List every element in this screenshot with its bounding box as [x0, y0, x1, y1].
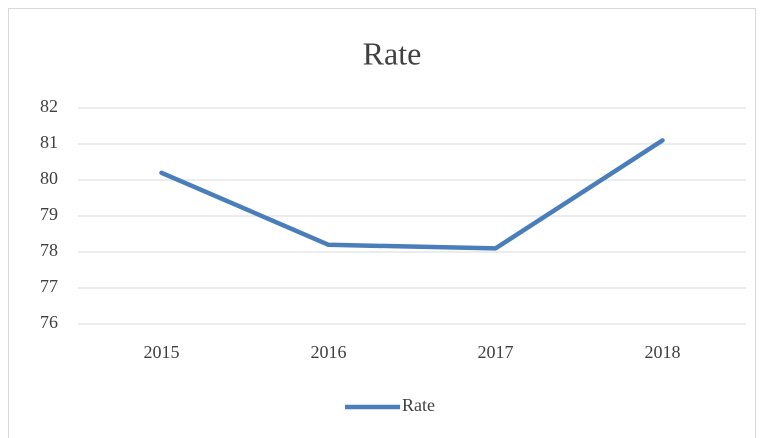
- y-tick-label: 77: [40, 276, 58, 296]
- y-tick-label: 76: [40, 312, 58, 332]
- legend-label: Rate: [402, 395, 435, 415]
- x-tick-label: 2016: [311, 342, 347, 362]
- y-tick-label: 80: [40, 168, 58, 188]
- x-tick-label: 2017: [478, 342, 514, 362]
- x-tick-label: 2015: [144, 342, 180, 362]
- y-tick-label: 78: [40, 240, 58, 260]
- y-tick-label: 81: [40, 132, 58, 152]
- chart-title: Rate: [363, 35, 422, 71]
- chart-border: [8, 8, 756, 438]
- line: [159, 138, 665, 251]
- y-tick-label: 79: [40, 204, 58, 224]
- y-tick-label: 82: [40, 96, 58, 116]
- x-tick-label: 2018: [645, 342, 681, 362]
